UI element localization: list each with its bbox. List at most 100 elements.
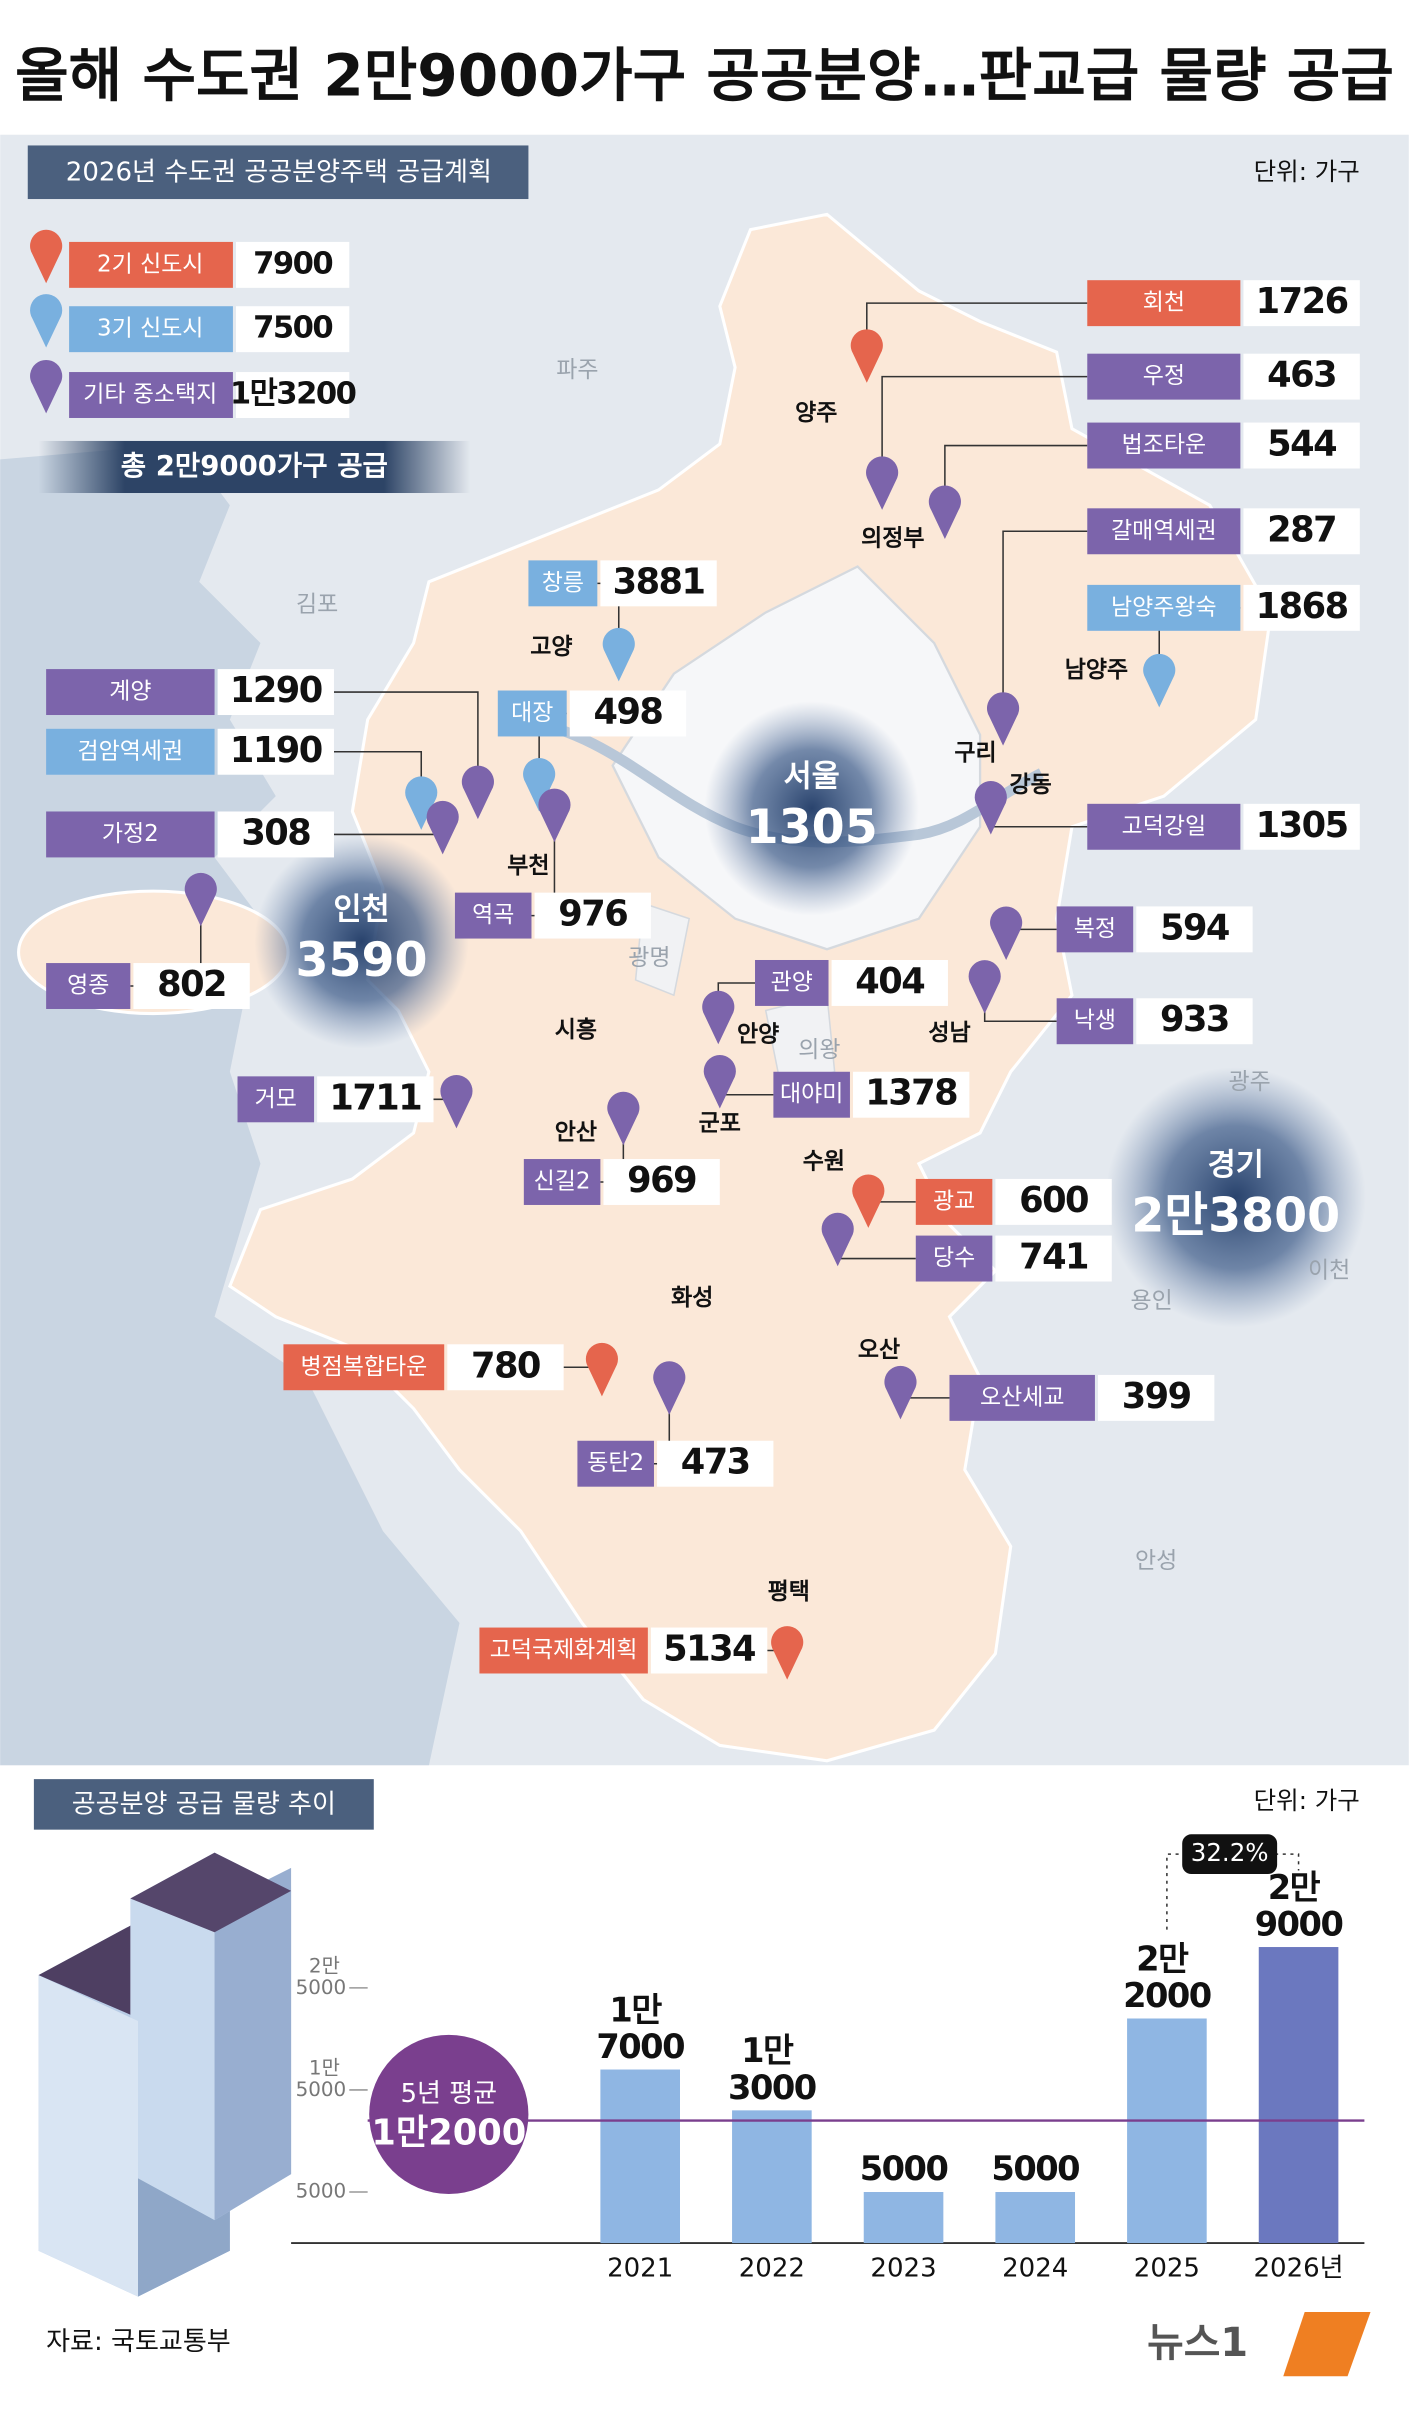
site-value: 463	[1267, 355, 1336, 396]
site-name: 복정	[1074, 916, 1116, 942]
site-name: 관양	[771, 969, 813, 995]
leader-line	[1002, 530, 1088, 728]
place-name: 평택	[768, 1579, 810, 1605]
site-value-box	[217, 811, 334, 858]
site-name: 영종	[67, 973, 109, 999]
site-value: 3881	[613, 561, 705, 602]
site-name: 갈매역세권	[1111, 518, 1217, 544]
place-name: 용인	[1130, 1288, 1172, 1314]
site-value: 1726	[1256, 281, 1348, 322]
site-name: 가정2	[102, 821, 159, 847]
site-value: 802	[157, 964, 226, 1005]
site-pin	[426, 800, 459, 855]
site-label-box	[1056, 906, 1134, 953]
site-label-box	[528, 560, 598, 607]
legend-value: 7500	[253, 311, 332, 346]
site-name: 오산세교	[980, 1384, 1064, 1410]
site-label-box	[1087, 584, 1241, 631]
site-label-box	[46, 669, 215, 716]
site-name: 고덕강일	[1122, 813, 1206, 839]
chart-title: 공공분양 공급 물량 추이	[72, 1790, 336, 1820]
site-value: 1190	[230, 730, 322, 771]
site-label-box	[915, 1235, 993, 1282]
site-value-box	[995, 1178, 1112, 1225]
y-tick-label: 2만 5000	[296, 1954, 347, 1998]
site-label-box	[46, 728, 215, 775]
site-name: 남양주왕숙	[1111, 594, 1217, 620]
site-name: 당수	[933, 1245, 975, 1271]
place-name: 부천	[507, 853, 549, 879]
x-tick-label: 2023	[870, 2254, 936, 2284]
site-pin	[1143, 653, 1176, 708]
site-value: 308	[241, 812, 310, 853]
legend-box	[69, 306, 233, 353]
place-name: 안산	[555, 1120, 597, 1146]
legend-pin	[30, 294, 63, 348]
site-name: 대장	[511, 700, 553, 726]
site-name: 고덕국제화계획	[490, 1637, 638, 1663]
average-badge	[369, 2034, 529, 2195]
site-label-box	[283, 1344, 445, 1391]
total-band	[38, 440, 471, 494]
site-name: 낙생	[1074, 1008, 1116, 1034]
legend-name: 2기 신도시	[97, 251, 203, 277]
x-tick-label: 2021	[607, 2254, 673, 2284]
bar	[732, 2110, 812, 2244]
site-value: 404	[855, 961, 924, 1002]
site-value-box	[1136, 998, 1253, 1045]
bar	[995, 2192, 1076, 2244]
region-glow	[704, 701, 919, 916]
legend-value-box	[235, 306, 350, 353]
site-value: 1868	[1256, 586, 1348, 627]
place-name: 남양주	[1065, 657, 1128, 683]
site-pin	[928, 485, 961, 539]
legend-box	[69, 241, 233, 288]
value-label: 1만 3000	[728, 2031, 816, 2107]
site-name: 회천	[1143, 290, 1185, 316]
site-name: 계양	[109, 679, 151, 705]
site-label-box	[1087, 353, 1241, 400]
site-label-box	[497, 690, 567, 737]
site-value-box	[133, 963, 250, 1009]
legend-box	[69, 372, 233, 418]
site-name: 신길2	[534, 1169, 591, 1195]
place-name: 수원	[803, 1149, 845, 1175]
site-label-box	[454, 892, 532, 939]
average-value: 1만2000	[371, 2112, 526, 2153]
site-value-box	[1243, 280, 1360, 327]
site-pin	[986, 692, 1020, 746]
place-name: 오산	[858, 1337, 900, 1363]
site-label-box	[915, 1178, 993, 1225]
growth-label: 32.2%	[1191, 1838, 1269, 1867]
site-pin	[968, 960, 1001, 1014]
region-value: 1305	[746, 800, 878, 855]
site-label-box	[523, 1159, 601, 1205]
chart-title-box	[33, 1779, 374, 1830]
site-pin	[702, 990, 735, 1045]
site-value: 5134	[663, 1629, 755, 1670]
site-pin	[653, 1361, 686, 1415]
site-value-box	[831, 959, 948, 1006]
section-box	[27, 145, 529, 200]
site-name: 대야미	[780, 1081, 843, 1107]
brand: 뉴스1	[1147, 2320, 1248, 2366]
site-name: 검암역세권	[78, 738, 184, 764]
bar	[1258, 1947, 1339, 2244]
site-label-box	[46, 811, 215, 858]
legend-value-box	[235, 241, 350, 288]
site-label-box	[1056, 998, 1134, 1045]
site-value-box	[569, 690, 687, 737]
unit: 단위: 가구	[1254, 157, 1360, 186]
site-pin	[585, 1342, 618, 1397]
place-name: 군포	[699, 1110, 741, 1136]
site-value: 1711	[329, 1077, 421, 1118]
site-name: 거모	[255, 1086, 297, 1112]
place-name: 시흥	[555, 1017, 597, 1043]
site-label-box	[1087, 803, 1241, 850]
site-pin	[852, 1174, 885, 1228]
bar	[600, 2069, 681, 2244]
site-value-box	[1097, 1374, 1215, 1421]
site-pin	[523, 758, 556, 812]
site-value-box	[317, 1076, 434, 1123]
site-label-box	[755, 959, 829, 1006]
